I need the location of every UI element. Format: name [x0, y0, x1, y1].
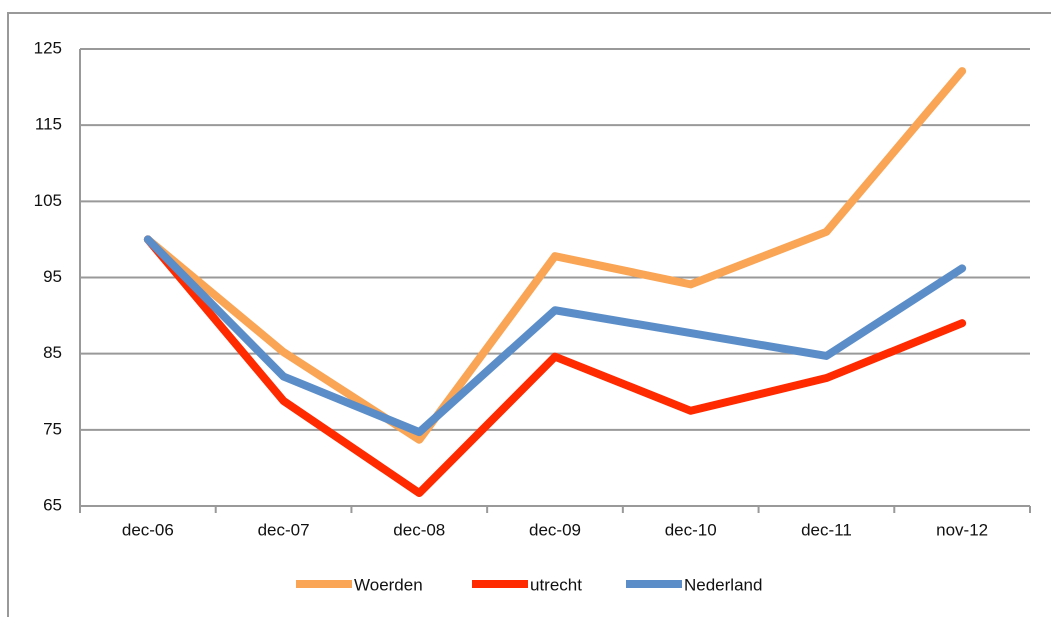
- x-tick-label: dec-11: [801, 520, 852, 539]
- legend-label: Woerden: [354, 575, 423, 594]
- series-line: [143, 67, 967, 444]
- series-line: [143, 235, 967, 437]
- y-tick-label: 65: [43, 495, 62, 514]
- x-tick-label: dec-10: [665, 520, 717, 539]
- x-tick-label: dec-09: [529, 520, 581, 539]
- y-tick-label: 85: [43, 343, 62, 362]
- x-tick-label: dec-06: [122, 520, 174, 539]
- legend-label: Nederland: [684, 575, 762, 594]
- x-tick-label: dec-08: [393, 520, 445, 539]
- y-tick-label: 115: [35, 115, 62, 134]
- x-tick-label: dec-07: [258, 520, 310, 539]
- series-line: [143, 235, 967, 498]
- x-tick-label: nov-12: [936, 520, 988, 539]
- frame: [7, 12, 1051, 617]
- y-tick-label: 95: [43, 267, 62, 286]
- y-tick-label: 105: [34, 191, 62, 210]
- y-tick-label: 75: [43, 419, 62, 438]
- y-tick-label: 125: [34, 38, 62, 57]
- legend-label: utrecht: [530, 575, 582, 594]
